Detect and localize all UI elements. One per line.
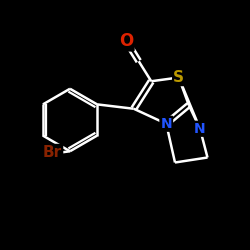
Text: S: S: [173, 70, 184, 85]
Text: Br: Br: [43, 145, 62, 160]
Text: O: O: [119, 32, 134, 50]
Text: N: N: [160, 117, 172, 131]
Text: N: N: [194, 122, 206, 136]
